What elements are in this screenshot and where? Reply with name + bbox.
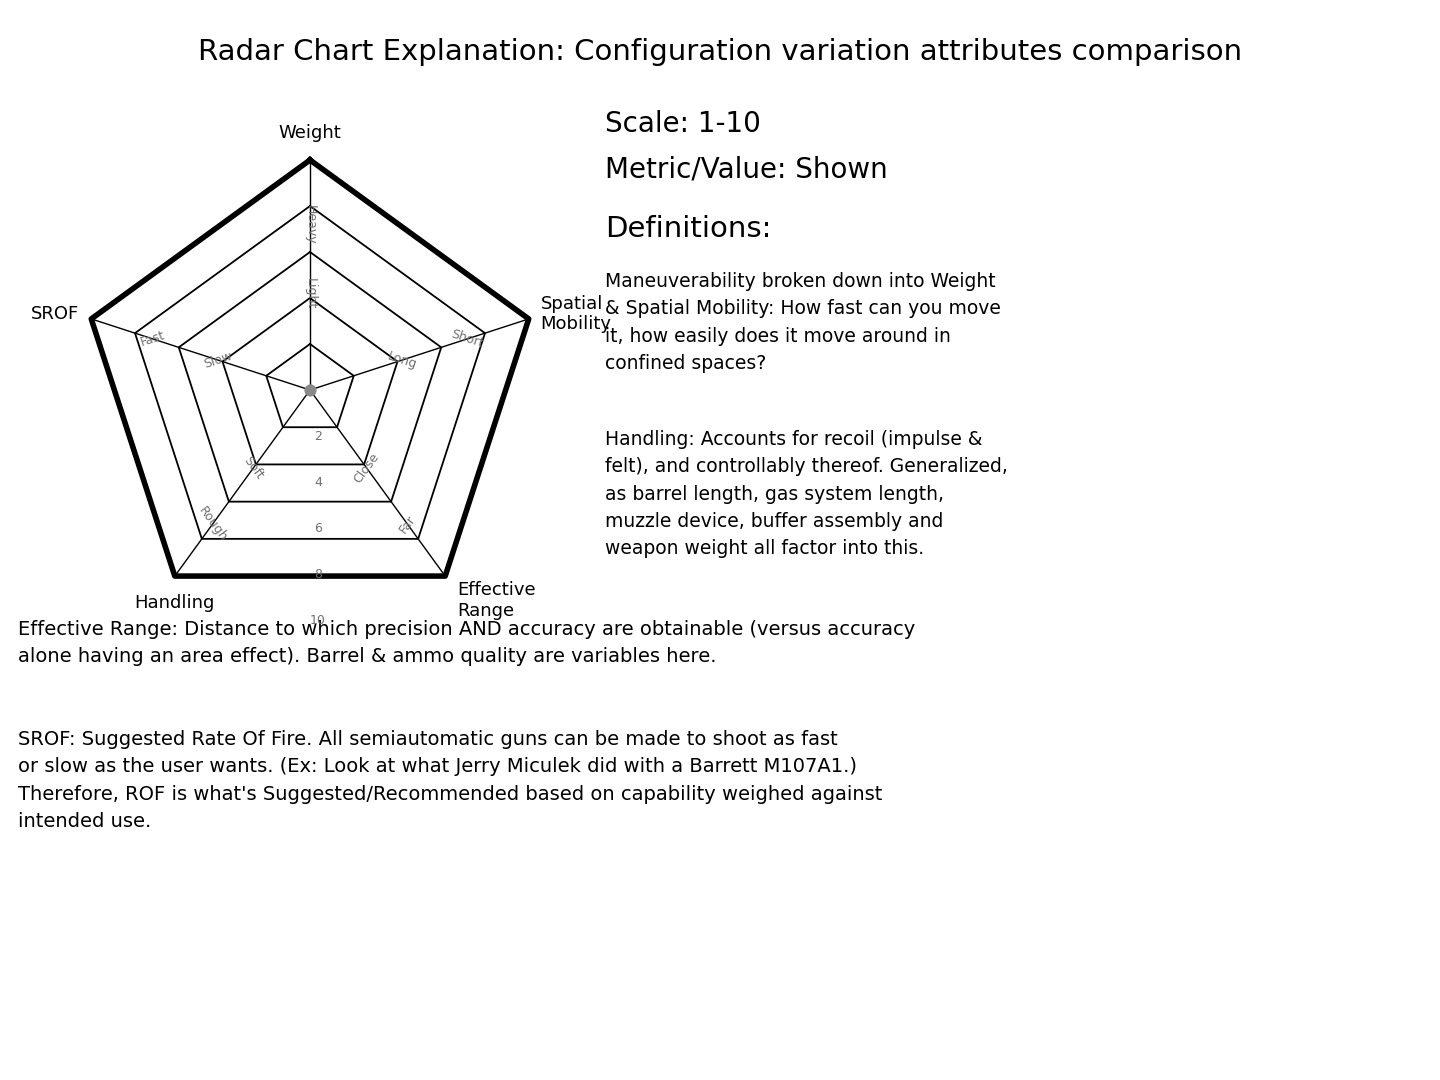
Text: Far: Far — [396, 513, 418, 536]
Text: 8: 8 — [314, 567, 323, 581]
Text: 6: 6 — [314, 522, 323, 535]
Text: Metric/Value: Shown: Metric/Value: Shown — [605, 156, 887, 183]
Text: 4: 4 — [314, 475, 323, 488]
Text: Spatial
Mobility: Spatial Mobility — [541, 295, 612, 334]
Text: 10: 10 — [310, 613, 325, 626]
Text: Effective Range: Distance to which precision AND accuracy are obtainable (versus: Effective Range: Distance to which preci… — [17, 620, 916, 666]
Text: Close: Close — [351, 450, 382, 486]
Text: Handling: Handling — [134, 594, 215, 612]
Text: Heavy: Heavy — [304, 204, 317, 244]
Text: Definitions:: Definitions: — [605, 215, 772, 243]
Text: Short: Short — [449, 327, 485, 350]
Text: Effective
Range: Effective Range — [456, 581, 536, 620]
Text: Handling: Accounts for recoil (impulse &
felt), and controllably thereof. Genera: Handling: Accounts for recoil (impulse &… — [605, 430, 1008, 558]
Text: Light: Light — [304, 278, 317, 309]
Text: Soft: Soft — [240, 455, 266, 482]
Point — [298, 381, 321, 399]
Text: Maneuverability broken down into Weight
& Spatial Mobility: How fast can you mov: Maneuverability broken down into Weight … — [605, 272, 1001, 373]
Text: 2: 2 — [314, 430, 323, 443]
Text: Slow: Slow — [202, 350, 235, 370]
Text: Rough: Rough — [196, 504, 229, 544]
Text: SROF: Suggested Rate Of Fire. All semiautomatic guns can be made to shoot as fas: SROF: Suggested Rate Of Fire. All semiau… — [17, 730, 883, 831]
Text: Radar Chart Explanation: Configuration variation attributes comparison: Radar Chart Explanation: Configuration v… — [197, 38, 1243, 66]
Text: Long: Long — [386, 349, 418, 372]
Text: SROF: SROF — [32, 305, 79, 323]
Text: Fast: Fast — [138, 328, 167, 349]
Text: Weight: Weight — [278, 124, 341, 141]
Text: Scale: 1-10: Scale: 1-10 — [605, 110, 760, 138]
